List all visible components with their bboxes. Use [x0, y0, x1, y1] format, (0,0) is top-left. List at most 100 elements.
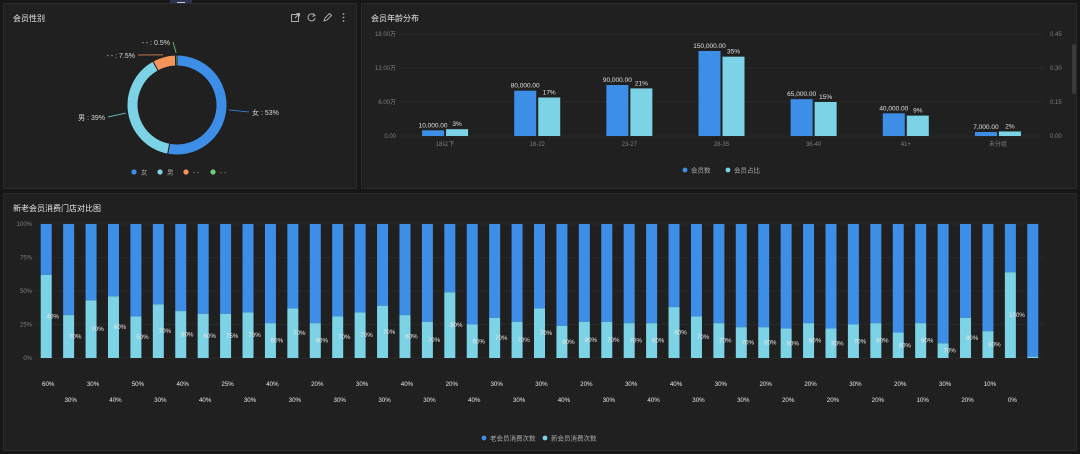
old-member-bar	[220, 224, 232, 314]
old-member-bar	[332, 224, 344, 317]
old-member-bar	[175, 224, 187, 312]
donut-slice	[174, 54, 178, 67]
new-member-bar	[803, 323, 815, 358]
edit-icon[interactable]	[322, 12, 332, 22]
old-member-label: 60%	[652, 338, 665, 345]
new-member-bar	[1004, 272, 1016, 358]
new-member-bar	[421, 321, 433, 358]
old-member-bar	[444, 224, 456, 293]
member-count-bar	[514, 90, 537, 136]
legend-swatch	[210, 169, 216, 175]
old-member-label: 75%	[226, 333, 239, 340]
old-member-bar	[489, 224, 501, 318]
new-member-bar	[578, 321, 590, 358]
new-member-label: 20%	[580, 381, 593, 388]
new-member-label: 30%	[737, 397, 750, 404]
new-member-bar	[780, 328, 792, 358]
new-member-bar	[668, 307, 680, 358]
old-member-bar	[107, 224, 119, 297]
old-member-bar	[735, 224, 747, 328]
new-member-bar	[220, 313, 232, 358]
y-left-tick: 18.00万	[375, 31, 396, 38]
old-member-label: 60%	[473, 338, 486, 345]
gender-donut-chart: 女 : 53% 男 : 39% - - : 7.5% - - : 0.5% 女 男 - - -…	[78, 40, 279, 177]
old-member-label: 70%	[360, 332, 373, 339]
new-member-label: 20%	[760, 381, 773, 388]
slice-label: 女 : 53%	[252, 108, 279, 117]
new-member-bar	[690, 316, 702, 358]
old-member-label: 80%	[585, 337, 598, 344]
new-member-label: 30%	[939, 381, 952, 388]
old-member-bar	[63, 224, 75, 316]
old-member-label: 70%	[248, 332, 261, 339]
member-count-bar	[974, 132, 997, 136]
donut-slice	[126, 60, 171, 155]
legend-label: 会员占比	[734, 166, 761, 175]
new-member-label: 20%	[961, 397, 974, 404]
old-member-label: 70%	[495, 335, 508, 342]
new-member-label: 30%	[289, 397, 302, 404]
old-member-label: 70%	[383, 329, 396, 336]
member-ratio-bar	[906, 115, 929, 136]
member-count-bar	[882, 113, 905, 136]
new-member-label: 40%	[109, 397, 122, 404]
legend-swatch	[542, 435, 548, 441]
old-member-bar	[1027, 224, 1039, 357]
old-member-label: 80%	[876, 338, 889, 345]
new-member-label: 10%	[916, 397, 929, 404]
new-member-bar	[107, 296, 119, 358]
old-member-bar	[870, 224, 882, 324]
old-member-label: 80%	[899, 342, 912, 349]
new-member-label: 30%	[356, 381, 369, 388]
old-member-bar	[197, 224, 209, 314]
new-member-bar	[444, 292, 456, 358]
legend-swatch	[682, 167, 688, 173]
member-count-bar	[422, 130, 445, 136]
member-count-label: 150,000.00	[693, 43, 726, 50]
new-member-label: 30%	[490, 381, 503, 388]
legend-label: 老会员消费次数	[490, 434, 536, 443]
new-member-bar	[377, 305, 389, 358]
new-member-label: 30%	[625, 381, 638, 388]
new-member-label: 30%	[87, 381, 100, 388]
age-panel-scrollbar[interactable]	[1072, 44, 1076, 94]
new-member-bar	[242, 312, 254, 358]
more-icon[interactable]	[338, 12, 348, 22]
old-member-label: 80%	[450, 322, 463, 329]
legend-label: 男	[167, 169, 174, 177]
legend-swatch	[183, 169, 189, 175]
new-member-bar	[40, 274, 52, 358]
new-member-label: 20%	[894, 381, 907, 388]
old-member-label: 60%	[271, 338, 284, 345]
member-ratio-bar	[814, 102, 837, 136]
new-member-bar	[399, 315, 411, 358]
new-member-label: 40%	[199, 397, 212, 404]
new-member-label: 20%	[872, 397, 885, 404]
refresh-icon[interactable]	[306, 12, 316, 22]
age-bar-chart: 0.00 6.00万 12.00万 18.00万 0.00 0.15 0.30 0.45 10,…	[375, 31, 1062, 175]
y-right-tick: 0.45	[1050, 32, 1062, 38]
slice-label: - - : 0.5%	[142, 40, 170, 47]
old-member-bar	[713, 224, 725, 324]
old-member-bar	[578, 224, 590, 322]
new-member-bar	[960, 317, 972, 358]
slice-leader-line	[107, 112, 126, 118]
old-member-label: 60%	[181, 332, 194, 339]
new-member-label: 10%	[984, 381, 997, 388]
old-member-bar	[892, 224, 904, 333]
member-count-label: 65,000.00	[787, 91, 816, 98]
member-count-label: 90,000.00	[603, 77, 632, 84]
new-member-bar	[264, 323, 276, 358]
old-member-label: 70%	[91, 326, 104, 333]
y-tick: 100%	[17, 222, 33, 228]
old-member-bar	[85, 224, 97, 301]
old-member-bar	[780, 224, 792, 329]
export-icon[interactable]	[290, 12, 300, 22]
new-member-bar	[354, 312, 366, 358]
gender-panel: 会员性别 女 : 53% 男 : 39% - - : 7.5% - - : 0.5% 女…	[3, 3, 357, 189]
old-member-label: 40%	[47, 313, 60, 320]
new-member-label: 30%	[692, 397, 705, 404]
old-member-bar	[287, 224, 299, 309]
member-ratio-label: 21%	[635, 80, 648, 87]
old-member-bar	[242, 224, 254, 313]
